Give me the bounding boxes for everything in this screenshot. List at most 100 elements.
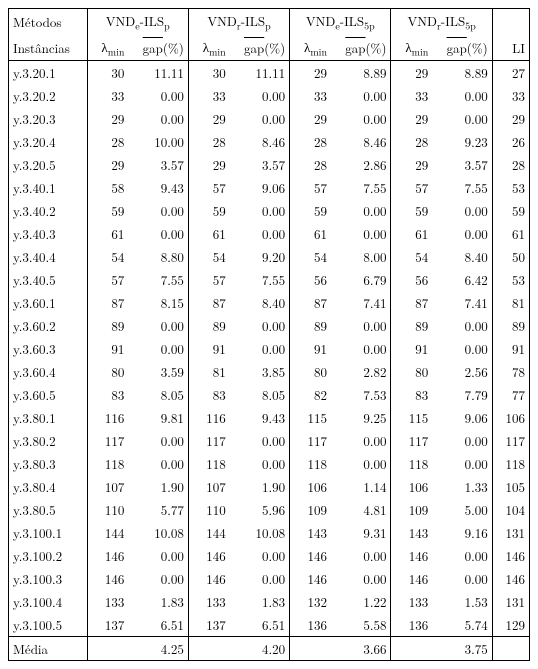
li-cell: 91 [492,337,529,360]
gap-cell: 2.56 [432,360,492,383]
gap-cell: 6.79 [331,268,391,291]
gap-cell: 9.81 [128,406,188,429]
gap-cell: 6.51 [230,613,290,637]
gap-cell: 0.00 [331,107,391,130]
gap-cell: 0.00 [432,199,492,222]
li-cell: 81 [492,291,529,314]
gap-cell: 1.14 [331,475,391,498]
li-cell: 146 [492,567,529,590]
lambda-cell: 117 [290,429,331,452]
li-cell: 77 [492,383,529,406]
lambda-cell: 54 [391,245,432,268]
instance-cell: y.3.80.1 [9,406,88,429]
lambda-cell: 136 [391,613,432,637]
li-cell: 131 [492,590,529,613]
li-cell: 131 [492,521,529,544]
gap-cell: 1.33 [432,475,492,498]
lambda-cell: 81 [188,360,229,383]
lambda-cell: 87 [391,291,432,314]
lambda-cell: 54 [188,245,229,268]
gap-cell: 5.77 [128,498,188,521]
instance-cell: y.3.40.1 [9,176,88,199]
gap-header-1: gap(%) [230,35,290,61]
instance-cell: y.3.100.1 [9,521,88,544]
lambda-cell: 29 [87,107,128,130]
lambda-cell: 56 [290,268,331,291]
li-cell: 104 [492,498,529,521]
table-row: y.3.100.51376.511376.511365.581365.74129 [9,613,530,637]
gap-cell: 7.55 [128,268,188,291]
gap-cell: 7.79 [432,383,492,406]
gap-cell: 0.00 [230,199,290,222]
lambda-header-1: λmin [188,35,229,61]
lambda-cell: 109 [290,498,331,521]
lambda-cell: 144 [188,521,229,544]
table-row: y.3.60.1878.15878.40877.41877.4181 [9,291,530,314]
lambda-cell: 143 [391,521,432,544]
li-cell: 26 [492,130,529,153]
gap-cell: 9.06 [432,406,492,429]
instance-cell: y.3.80.4 [9,475,88,498]
gap-cell: 0.00 [432,544,492,567]
li-header-empty [492,9,529,35]
gap-cell: 5.74 [432,613,492,637]
instances-label: Instâncias [9,35,88,61]
footer-gap-1: 4.20 [230,637,290,661]
gap-cell: 0.00 [128,452,188,475]
li-cell: 78 [492,360,529,383]
table-row: y.3.20.5293.57293.57282.86293.5728 [9,153,530,176]
lambda-cell: 56 [391,268,432,291]
lambda-cell: 136 [290,613,331,637]
lambda-cell: 137 [87,613,128,637]
method-0: VNDe-ILSp [87,9,188,35]
lambda-cell: 83 [188,383,229,406]
gap-cell: 4.81 [331,498,391,521]
lambda-cell: 106 [290,475,331,498]
li-cell: 59 [492,199,529,222]
gap-cell: 0.00 [331,84,391,107]
footer-empty-1 [188,637,229,661]
lambda-cell: 146 [87,544,128,567]
gap-cell: 0.00 [230,337,290,360]
lambda-cell: 146 [188,567,229,590]
gap-cell: 5.58 [331,613,391,637]
lambda-cell: 117 [391,429,432,452]
gap-cell: 0.00 [128,544,188,567]
table-row: y.3.60.4803.59813.85802.82802.5678 [9,360,530,383]
gap-cell: 9.31 [331,521,391,544]
lambda-cell: 144 [87,521,128,544]
lambda-cell: 80 [87,360,128,383]
lambda-cell: 133 [87,590,128,613]
gap-cell: 0.00 [432,84,492,107]
gap-cell: 0.00 [128,84,188,107]
gap-cell: 0.00 [230,452,290,475]
table-row: y.3.100.31460.001460.001460.001460.00146 [9,567,530,590]
gap-cell: 8.00 [331,245,391,268]
gap-cell: 0.00 [128,429,188,452]
lambda-cell: 61 [290,222,331,245]
lambda-cell: 118 [290,452,331,475]
lambda-cell: 59 [290,199,331,222]
lambda-cell: 133 [391,590,432,613]
gap-cell: 3.57 [230,153,290,176]
instance-cell: y.3.40.2 [9,199,88,222]
lambda-cell: 28 [391,130,432,153]
lambda-cell: 132 [290,590,331,613]
gap-cell: 0.00 [432,222,492,245]
table-row: y.3.100.114410.0814410.081439.311439.161… [9,521,530,544]
gap-cell: 7.55 [432,176,492,199]
lambda-cell: 57 [290,176,331,199]
gap-cell: 0.00 [432,452,492,475]
lambda-cell: 82 [290,383,331,406]
lambda-cell: 29 [87,153,128,176]
gap-cell: 3.57 [128,153,188,176]
footer-empty-3 [391,637,432,661]
lambda-cell: 146 [290,567,331,590]
table-row: y.3.20.3290.00290.00290.00290.0029 [9,107,530,130]
lambda-cell: 89 [290,314,331,337]
gap-cell: 8.15 [128,291,188,314]
instance-cell: y.3.80.3 [9,452,88,475]
gap-cell: 1.83 [128,590,188,613]
instance-cell: y.3.60.3 [9,337,88,360]
instance-cell: y.3.60.2 [9,314,88,337]
